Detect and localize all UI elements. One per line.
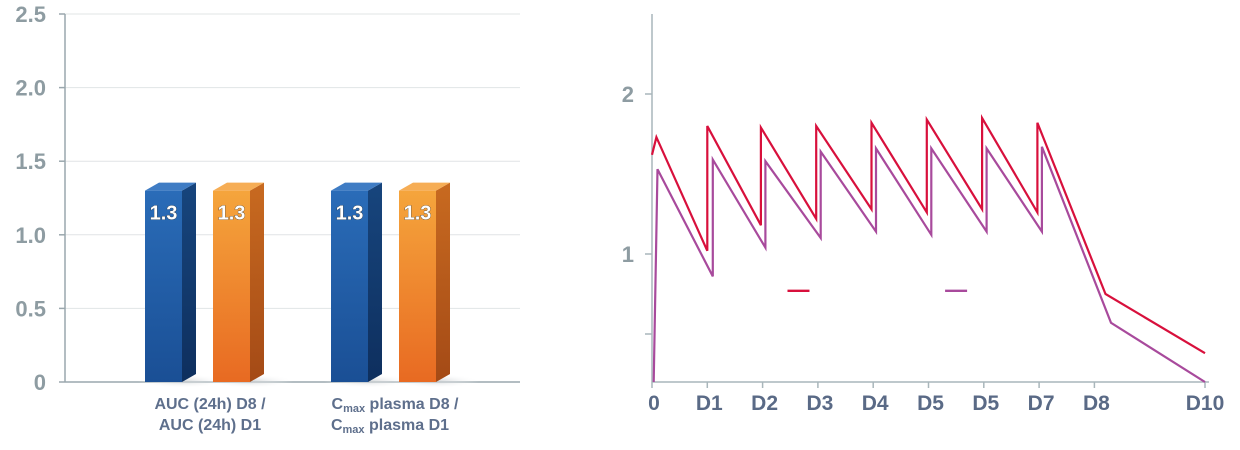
- category-label-2b-prefix: C: [331, 417, 343, 434]
- line-x-tick-label: D8: [1083, 392, 1110, 415]
- line-series-path: [652, 144, 1206, 383]
- line-series: [650, 113, 1206, 383]
- line-series-path: [650, 113, 1206, 355]
- line-y-tick-label: 1: [622, 242, 634, 267]
- bar-series: 1.3 1.3 1.3 1.3: [137, 182, 480, 388]
- category-label-2-line1: Cmax plasma D8 /: [332, 396, 460, 415]
- bar-top: [145, 182, 196, 191]
- category-label-1-line2: AUC (24h) D1: [159, 417, 261, 434]
- bar-side: [250, 182, 264, 382]
- bar-front: [145, 190, 182, 382]
- line-x-tick-label: D10: [1186, 392, 1225, 415]
- line-axes: [645, 14, 1209, 388]
- bar: 1.3: [205, 182, 294, 388]
- bar-value-label: 1.3: [336, 203, 364, 225]
- bar-value-label: 1.3: [404, 203, 432, 225]
- category-label-2-line2: Cmax plasma D1: [331, 417, 449, 436]
- bar-y-tick-labels: 0 0.5 1.0 1.5 2.0 2.5: [15, 2, 46, 395]
- bar-side: [368, 182, 382, 382]
- line-x-tick-label: D2: [751, 392, 778, 415]
- bar-value-label: 1.3: [218, 203, 246, 225]
- bar-grid: [59, 13, 520, 383]
- bar-front: [399, 190, 436, 382]
- bar: 1.3: [137, 182, 226, 388]
- category-label-2-rest: plasma D8 /: [365, 396, 459, 413]
- bar-y-tick-label: 1.0: [15, 223, 46, 248]
- category-label-1: AUC (24h) D8 / AUC (24h) D1: [154, 396, 266, 434]
- bar: 1.3: [391, 182, 480, 388]
- line-chart: 12 0 D1 D2 D3 D4 D5 D5 D7 D8 D10: [622, 14, 1224, 415]
- line-x-tick-label: D4: [862, 392, 889, 415]
- line-x-tick-label: D5: [972, 392, 999, 415]
- bar-side: [436, 182, 450, 382]
- bar-y-tick-label: 2.5: [15, 2, 46, 27]
- bar: 1.3: [323, 182, 412, 388]
- category-label-2b-rest: plasma D1: [365, 417, 450, 434]
- line-x-tick-label: D7: [1028, 392, 1055, 415]
- line-x-tick-label: 0: [648, 392, 660, 415]
- bar-top: [331, 182, 382, 191]
- line-x-tick-labels: 0 D1 D2 D3 D4 D5 D5 D7 D8 D10: [648, 392, 1224, 415]
- bar-chart: 0 0.5 1.0 1.5 2.0 2.5 1.3 1.3 1.3 1.3 AUC (24h) …: [15, 2, 520, 436]
- bar-front: [213, 190, 250, 382]
- bar-front: [331, 190, 368, 382]
- category-label-2-prefix: C: [332, 396, 344, 413]
- bar-y-tick-label: 2.0: [15, 76, 46, 101]
- category-label-2: Cmax plasma D8 / Cmax plasma D1: [331, 396, 459, 436]
- bar-y-tick-label: 0.5: [15, 296, 46, 321]
- bar-side: [182, 182, 196, 382]
- category-label-2b-sub: max: [343, 424, 366, 436]
- bar-value-label: 1.3: [150, 203, 178, 225]
- line-x-tick-label: D1: [696, 392, 723, 415]
- bar-top: [213, 182, 264, 191]
- line-y-tick-labels: 12: [622, 82, 634, 267]
- category-label-2-sub: max: [343, 403, 366, 415]
- line-x-tick-label: D3: [806, 392, 833, 415]
- line-y-tick-label: 2: [622, 82, 634, 107]
- bar-y-tick-label: 0: [34, 370, 46, 395]
- bar-top: [399, 182, 450, 191]
- category-label-1-line1: AUC (24h) D8 /: [154, 396, 266, 413]
- bar-y-tick-label: 1.5: [15, 149, 46, 174]
- line-x-tick-label: D5: [917, 392, 944, 415]
